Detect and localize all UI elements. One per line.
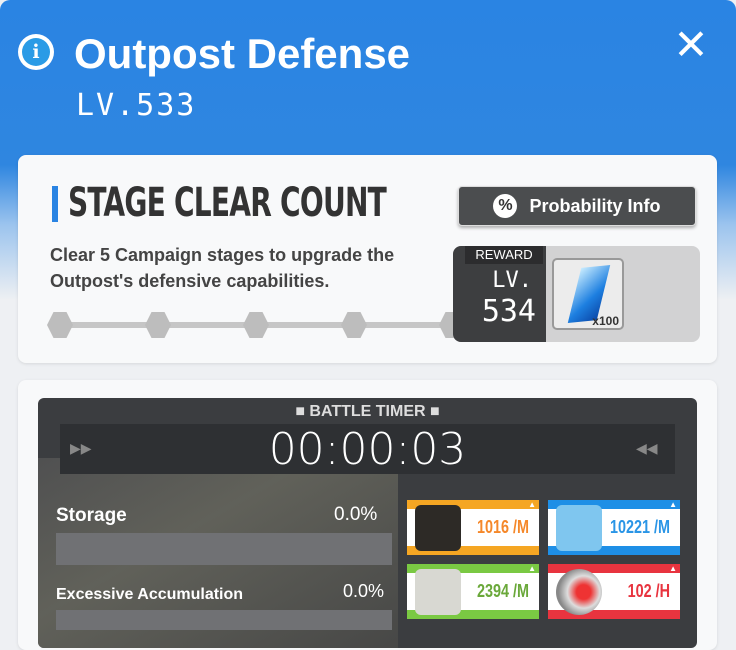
core-dust-rate: 2394 /M bbox=[476, 581, 529, 601]
increase-icon: ▲ bbox=[669, 500, 677, 509]
item-quantity: x100 bbox=[592, 314, 619, 328]
increase-icon: ▲ bbox=[528, 500, 536, 509]
reward-panel: REWARD LV. 534 x100 bbox=[453, 246, 700, 342]
progress-node bbox=[145, 312, 171, 338]
probability-info-button[interactable]: % Probability Info bbox=[458, 186, 696, 226]
info-button[interactable]: i bbox=[18, 34, 54, 70]
percent-icon: % bbox=[493, 194, 518, 218]
reward-lv-label: LV. bbox=[492, 268, 532, 293]
fast-forward-icon: ▶▶ bbox=[70, 440, 92, 456]
progress-node bbox=[243, 312, 269, 338]
battle-timer-text: BATTLE TIMER bbox=[309, 403, 426, 420]
close-icon: ✕ bbox=[673, 21, 709, 68]
battle-data-rate: 10221 /M bbox=[609, 517, 670, 537]
battle-timer: 00:00:03 bbox=[268, 424, 467, 475]
resource-orb: ▲ 102 /H bbox=[548, 564, 680, 619]
reward-tag: REWARD bbox=[465, 246, 543, 264]
timer-band bbox=[60, 424, 675, 474]
reward-level: 534 bbox=[481, 294, 536, 329]
reward-level-box: REWARD LV. 534 bbox=[453, 246, 546, 342]
excess-value: 0.0% bbox=[343, 581, 385, 601]
probability-info-label: Probability Info bbox=[529, 195, 661, 216]
credit-rate: 1016 /M bbox=[476, 517, 529, 537]
usb-drive-icon bbox=[556, 505, 602, 551]
storage-bar bbox=[56, 533, 392, 565]
storage-value: 0.0% bbox=[334, 504, 378, 525]
reward-item[interactable]: x100 bbox=[552, 258, 624, 330]
increase-icon: ▲ bbox=[528, 564, 536, 573]
outpost-level: LV.533 bbox=[76, 88, 197, 123]
resource-credit: ▲ 1016 /M bbox=[407, 500, 539, 555]
page-title: Outpost Defense bbox=[74, 30, 411, 77]
resource-battle-data: ▲ 10221 /M bbox=[548, 500, 680, 555]
storage-label: Storage bbox=[56, 505, 127, 526]
info-icon: i bbox=[22, 38, 50, 66]
excess-label: Excessive Accumulation bbox=[56, 586, 244, 603]
document-icon bbox=[415, 569, 461, 615]
orb-icon bbox=[556, 569, 602, 615]
rewind-icon: ◀◀ bbox=[636, 440, 658, 456]
resource-core-dust: ▲ 2394 /M bbox=[407, 564, 539, 619]
close-button[interactable]: ✕ bbox=[670, 24, 712, 66]
progress-node bbox=[47, 312, 73, 338]
stage-description: Clear 5 Campaign stages to upgrade the O… bbox=[50, 245, 395, 291]
heading-accent bbox=[52, 186, 58, 222]
progress-node bbox=[341, 312, 367, 338]
credit-card-icon bbox=[415, 505, 461, 551]
battle-panel: ▶▶ ◀◀ ■ BATTLE TIMER ■ 00:00:03 Storage … bbox=[38, 398, 697, 648]
orb-rate: 102 /H bbox=[627, 581, 670, 601]
increase-icon: ▲ bbox=[669, 564, 677, 573]
battle-timer-label: ■ BATTLE TIMER ■ bbox=[295, 403, 440, 420]
excess-bar bbox=[56, 610, 392, 630]
stage-clear-heading: STAGE CLEAR COUNT bbox=[68, 180, 387, 226]
